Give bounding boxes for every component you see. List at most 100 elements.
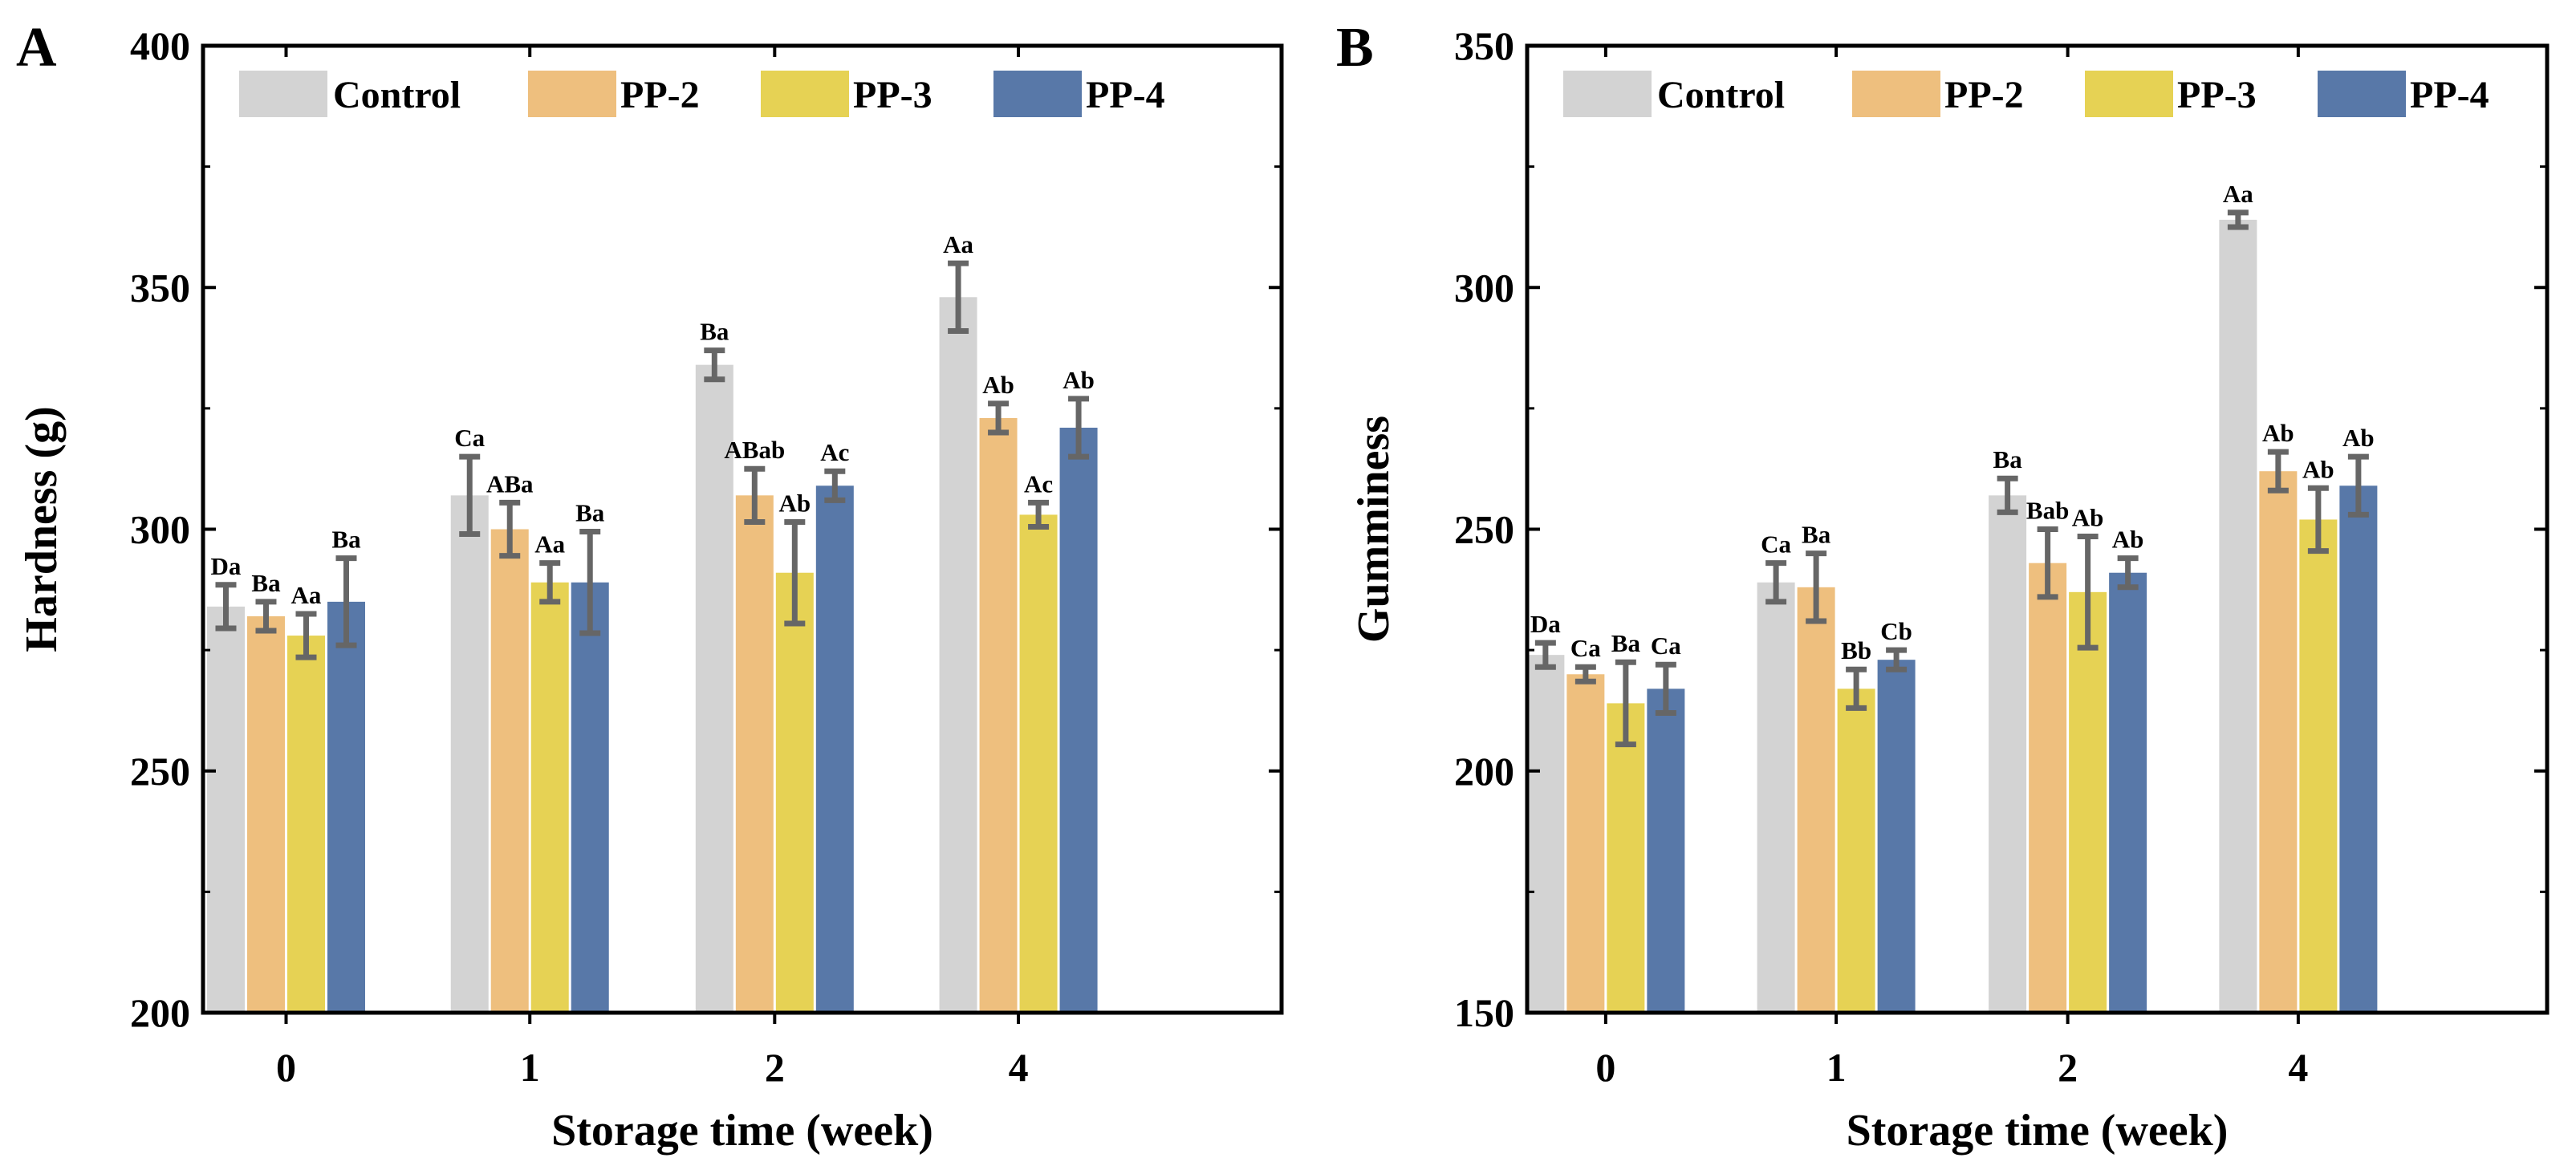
legend-swatch <box>239 71 327 117</box>
significance-label: Ca <box>1570 634 1601 662</box>
significance-label: Ab <box>2072 504 2104 532</box>
legend-swatch <box>1852 71 1940 117</box>
bar <box>2219 219 2257 1013</box>
legend-label: PP-2 <box>620 74 700 116</box>
significance-label: Ba <box>1802 521 1831 549</box>
bar <box>286 636 325 1013</box>
x-tick-label: 0 <box>276 1045 296 1090</box>
bar <box>2259 471 2298 1013</box>
significance-label: Cb <box>1880 617 1912 645</box>
legend-swatch <box>528 71 616 117</box>
significance-label: Ba <box>1993 445 2023 473</box>
y-axis-title: Gumminess <box>1349 416 1399 643</box>
legend-swatch <box>1563 71 1652 117</box>
significance-label: Ab <box>1062 366 1095 394</box>
significance-label: Aa <box>291 581 322 609</box>
legend-label: Control <box>1657 74 1785 116</box>
significance-label: Bab <box>2026 497 2069 525</box>
bar <box>530 582 569 1013</box>
y-tick-label: 350 <box>1454 23 1514 68</box>
bar <box>1526 655 1565 1013</box>
bar <box>939 297 977 1013</box>
y-tick-label: 250 <box>130 749 190 794</box>
x-tick-label: 1 <box>1826 1045 1847 1090</box>
legend-swatch <box>2318 71 2406 117</box>
bar <box>735 495 774 1013</box>
significance-label: Ab <box>2342 424 2375 452</box>
bar <box>815 485 854 1013</box>
bar <box>1837 689 1875 1013</box>
significance-label: ABab <box>724 436 785 464</box>
legend-swatch <box>2085 71 2173 117</box>
significance-label: Ba <box>575 499 605 527</box>
legend-label: PP-3 <box>2177 74 2257 116</box>
bar <box>2109 572 2147 1013</box>
bar <box>1059 427 1098 1013</box>
y-tick-label: 200 <box>130 990 190 1035</box>
significance-label: Da <box>1530 610 1561 638</box>
bar <box>206 606 245 1013</box>
legend-label: PP-2 <box>1944 74 2024 116</box>
bar <box>2299 519 2338 1013</box>
significance-label: ABa <box>486 469 534 498</box>
bar <box>1019 514 1058 1013</box>
significance-label: Ab <box>2112 526 2144 554</box>
legend-swatch <box>761 71 849 117</box>
panel-label: B <box>1336 17 1374 79</box>
bar <box>327 601 365 1013</box>
significance-label: Ba <box>1611 629 1641 657</box>
significance-label: Ac <box>820 438 849 466</box>
significance-label: Aa <box>2223 180 2253 208</box>
x-tick-label: 1 <box>520 1045 540 1090</box>
panel-label: A <box>16 17 57 79</box>
bar <box>2339 485 2378 1013</box>
bar <box>1757 582 1795 1013</box>
bar <box>490 529 529 1013</box>
bar <box>246 615 285 1013</box>
bar <box>2029 563 2067 1013</box>
significance-label: Ca <box>1761 530 1791 559</box>
significance-label: Ab <box>778 489 811 517</box>
bar <box>450 495 489 1013</box>
y-tick-label: 300 <box>1454 265 1514 310</box>
significance-label: Ca <box>454 424 485 452</box>
bar <box>2069 591 2107 1013</box>
legend-label: PP-4 <box>2410 74 2489 116</box>
legend-label: Control <box>333 74 461 116</box>
legend-label: PP-4 <box>1086 74 1165 116</box>
bar <box>1877 660 1916 1013</box>
significance-label: Da <box>211 552 242 580</box>
significance-label: Ab <box>982 371 1014 399</box>
y-tick-label: 200 <box>1454 749 1514 794</box>
bar <box>571 582 609 1013</box>
y-tick-label: 150 <box>1454 990 1514 1035</box>
bar <box>1797 587 1835 1013</box>
significance-label: Aa <box>534 530 565 559</box>
y-axis-title: Hardness (g) <box>17 406 67 652</box>
significance-label: Ba <box>251 569 281 597</box>
bar <box>1989 495 2027 1013</box>
significance-label: Bb <box>1841 636 1871 664</box>
legend-label: PP-3 <box>853 74 932 116</box>
x-axis-title: Storage time (week) <box>551 1106 933 1156</box>
significance-label: Ac <box>1024 469 1053 498</box>
y-tick-label: 350 <box>130 265 190 310</box>
x-tick-label: 2 <box>765 1045 785 1090</box>
bar <box>1647 689 1685 1013</box>
bar <box>695 364 733 1013</box>
x-tick-label: 2 <box>2058 1045 2078 1090</box>
significance-label: Aa <box>943 230 973 258</box>
x-tick-label: 0 <box>1595 1045 1615 1090</box>
significance-label: Ca <box>1651 632 1681 660</box>
y-tick-label: 300 <box>130 507 190 552</box>
bar <box>979 417 1018 1013</box>
y-tick-label: 400 <box>130 23 190 68</box>
significance-label: Ba <box>331 526 361 554</box>
y-tick-label: 250 <box>1454 507 1514 552</box>
x-tick-label: 4 <box>2288 1045 2308 1090</box>
bar <box>1566 674 1605 1013</box>
significance-label: Ab <box>2302 455 2334 483</box>
